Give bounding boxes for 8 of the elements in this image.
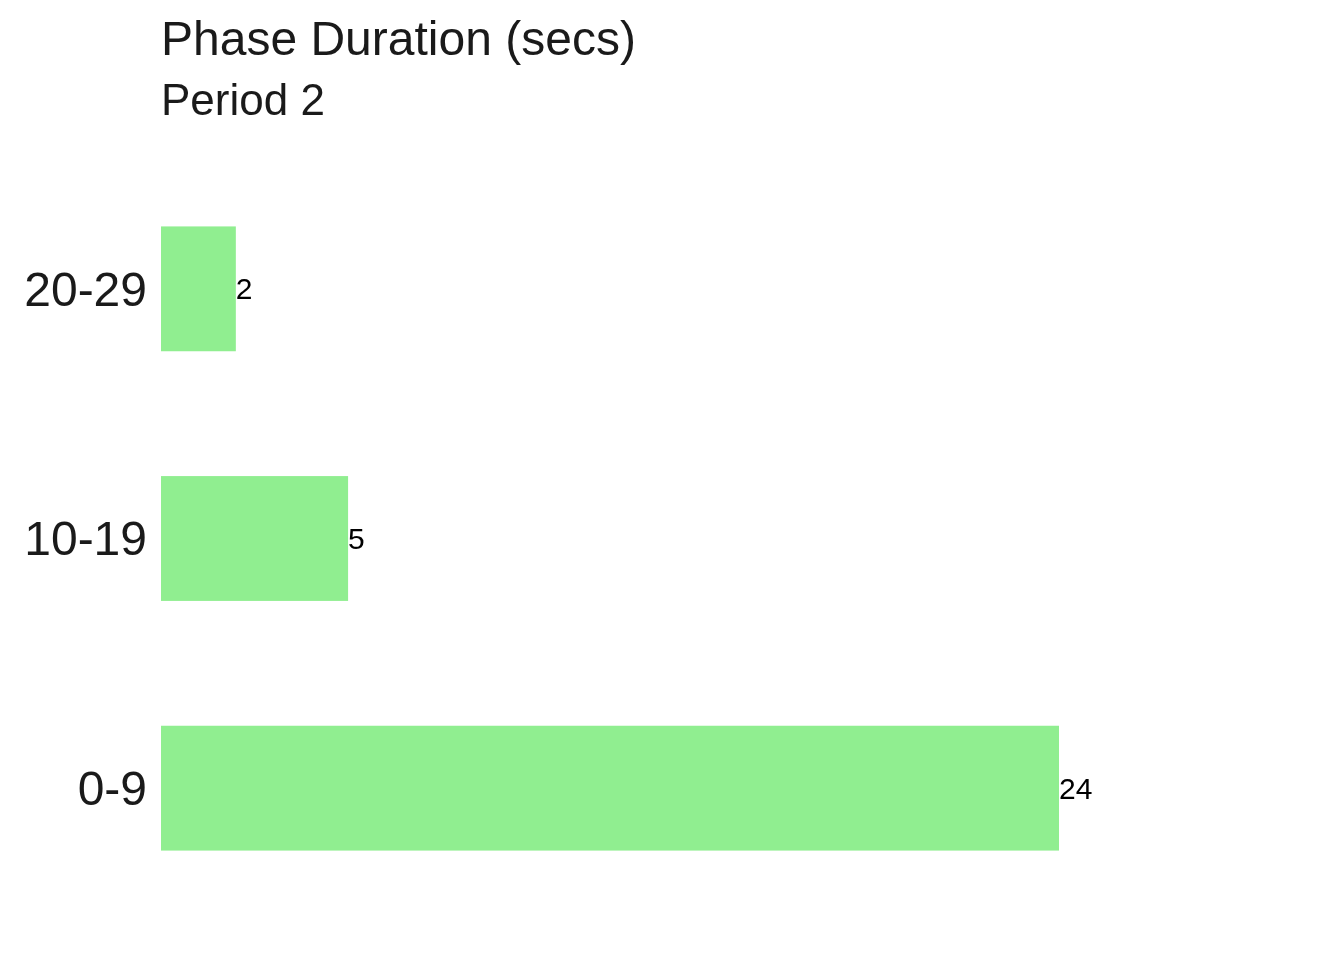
- y-tick-label: 0-9: [77, 761, 147, 815]
- chart-title: Phase Duration (secs): [161, 12, 636, 65]
- data-label: 2: [235, 272, 253, 306]
- data-label: 24: [1059, 771, 1093, 805]
- data-label: 5: [348, 522, 365, 555]
- chart-subtitle: Period 2: [161, 75, 325, 124]
- y-tick-label: 20-29: [24, 262, 147, 316]
- y-tick-label: 10-19: [24, 512, 147, 566]
